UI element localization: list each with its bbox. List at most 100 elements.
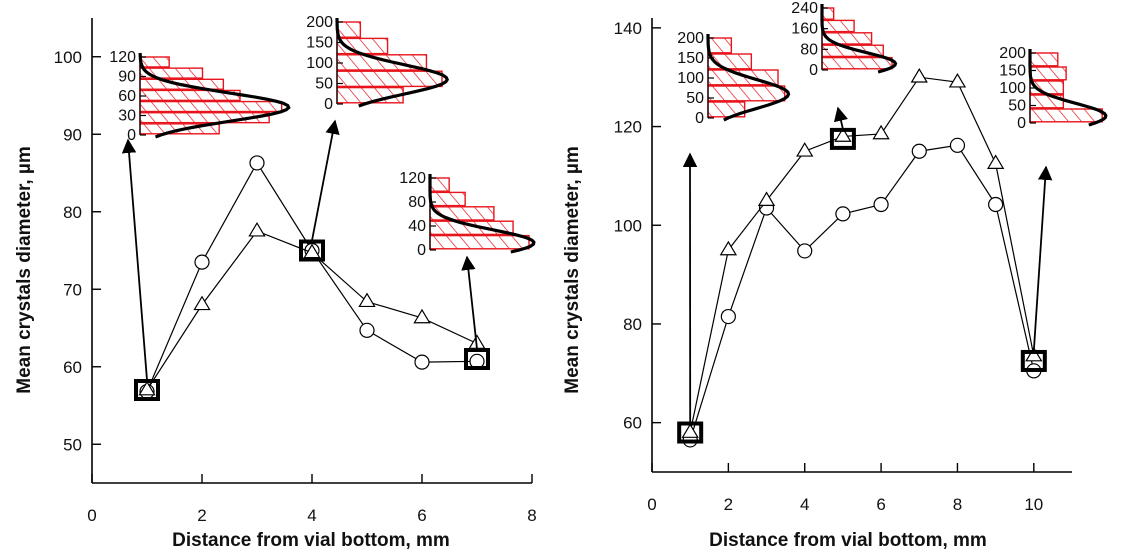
left-inset-tick-label: 150 bbox=[306, 35, 333, 52]
left-inset-fit-curve bbox=[138, 52, 291, 139]
right-inset-tick-label: 0 bbox=[1017, 115, 1026, 132]
left-inset-bar bbox=[139, 100, 283, 113]
left-inset-fit-curve bbox=[335, 18, 450, 108]
right-triangle-point bbox=[986, 154, 1005, 169]
right-grid-labels: 60 80 100 120 140 0 2 4 6 8 10 bbox=[614, 19, 1044, 514]
left-inset-arrow bbox=[311, 119, 340, 241]
right-inset-tick-label: 150 bbox=[677, 50, 704, 67]
right-circle-point bbox=[797, 243, 813, 259]
right-x-tick-label: 6 bbox=[876, 495, 885, 514]
left-highlight-square bbox=[134, 379, 160, 401]
left-inset-tick-label: 0 bbox=[127, 127, 136, 144]
right-inset-tick-label: 160 bbox=[791, 21, 818, 38]
right-inset-tick-label: 0 bbox=[695, 110, 704, 127]
left-inset-tick-label: 0 bbox=[417, 242, 426, 259]
right-inset-tick-label: 50 bbox=[686, 90, 704, 107]
right-y-tick-label: 140 bbox=[614, 19, 642, 38]
left-inset-tick-label: 60 bbox=[118, 88, 136, 105]
right-inset-tick-label: 150 bbox=[999, 63, 1026, 80]
right-circle-point bbox=[911, 143, 927, 159]
left-inset-tick-label: 200 bbox=[306, 14, 333, 31]
right-x-tick-label: 2 bbox=[724, 495, 733, 514]
right-inset-tick-label: 80 bbox=[800, 41, 818, 58]
left-x-tick-label: 4 bbox=[307, 506, 316, 525]
right-inset-tick-label: 100 bbox=[677, 70, 704, 87]
left-inset-tick-label: 0 bbox=[324, 96, 333, 113]
left-x-tick-label: 8 bbox=[527, 506, 536, 525]
right-triangle-point bbox=[681, 423, 699, 438]
right-inset-bar bbox=[1029, 108, 1103, 123]
right-y-tick-label: 80 bbox=[623, 315, 642, 334]
right-inset-histogram: 0 50 100 150 200 bbox=[677, 30, 791, 127]
right-inset-bar bbox=[1029, 66, 1067, 81]
left-inset-tick-label: 100 bbox=[306, 55, 333, 72]
right-triangle-point bbox=[796, 142, 814, 157]
left-inset-arrow bbox=[121, 138, 148, 381]
right-inset-fit-curve bbox=[706, 34, 791, 122]
right-triangle-point bbox=[834, 127, 852, 142]
left-axes bbox=[91, 18, 533, 484]
left-circle-point bbox=[249, 155, 265, 171]
left-y-tick-label: 60 bbox=[63, 358, 82, 377]
right-circle-point bbox=[720, 308, 736, 325]
left-y-tick-label: 80 bbox=[63, 203, 82, 222]
left-inset-bar bbox=[139, 56, 170, 68]
right-x-tick-label: 8 bbox=[953, 495, 962, 514]
left-inset-bar bbox=[429, 191, 466, 207]
right-circle-point bbox=[988, 196, 1004, 213]
right-inset-fit-curve bbox=[820, 4, 898, 74]
right-inset-arrow bbox=[1032, 165, 1053, 352]
right-x-axis-title: Distance from vial bottom, mm bbox=[709, 530, 987, 551]
right-series-line-triangle bbox=[689, 76, 1035, 433]
left-insets-layer: 0 30 60 90 120 0 50 100 150 200 0 40 80 120 bbox=[109, 14, 536, 381]
left-triangle-point bbox=[248, 221, 266, 237]
left-inset-bar bbox=[336, 21, 362, 38]
left-x-axis-title: Distance from vial bottom, mm bbox=[172, 530, 450, 551]
right-inset-fit-curve bbox=[1028, 49, 1108, 127]
left-triangle-point bbox=[358, 292, 376, 308]
right-inset-bar bbox=[707, 37, 733, 54]
right-y-tick-label: 120 bbox=[614, 118, 642, 137]
left-inset-tick-label: 80 bbox=[408, 194, 426, 211]
left-y-tick-label: 70 bbox=[63, 280, 82, 299]
left-inset-arrow bbox=[461, 255, 478, 350]
left-inset-histogram: 0 50 100 150 200 bbox=[306, 14, 450, 113]
left-inset-tick-label: 120 bbox=[399, 170, 426, 187]
right-axes bbox=[651, 18, 1072, 473]
right-inset-tick-label: 0 bbox=[809, 62, 818, 79]
left-highlight-square bbox=[464, 348, 490, 370]
right-triangle-point bbox=[948, 72, 967, 88]
left-highlight-square bbox=[299, 239, 325, 262]
right-highlight-square bbox=[677, 421, 704, 444]
left-inset-tick-label: 120 bbox=[109, 49, 136, 66]
left-inset-tick-label: 50 bbox=[315, 76, 333, 93]
left-inset-tick-label: 40 bbox=[408, 218, 426, 235]
left-circle-point bbox=[414, 354, 430, 370]
right-y-axis-title: Mean crystals diameter, µm bbox=[562, 146, 583, 394]
left-y-tick-label: 100 bbox=[54, 48, 82, 67]
left-x-tick-label: 0 bbox=[87, 506, 96, 525]
right-inset-bar bbox=[821, 7, 835, 20]
right-y-tick-label: 60 bbox=[623, 414, 642, 433]
left-inset-histogram: 0 30 60 90 120 bbox=[109, 49, 291, 144]
right-inset-bar bbox=[821, 19, 855, 33]
right-inset-bar bbox=[821, 56, 893, 70]
right-inset-tick-label: 100 bbox=[999, 80, 1026, 97]
left-x-tick-label: 2 bbox=[197, 506, 206, 525]
right-x-tick-label: 0 bbox=[647, 495, 656, 514]
right-inset-tick-label: 240 bbox=[791, 0, 818, 17]
left-chart-panel: 50 60 70 80 90 100 0 2 4 6 8 0 30 60 90 120 0 50 100 150 20… bbox=[14, 14, 537, 551]
left-inset-tick-label: 30 bbox=[118, 108, 136, 125]
right-circle-point bbox=[873, 196, 889, 213]
right-series-line-circle bbox=[689, 144, 1035, 441]
right-circle-point bbox=[949, 137, 966, 153]
left-inset-bar bbox=[429, 177, 450, 192]
right-inset-arrow bbox=[833, 106, 848, 130]
right-x-tick-label: 10 bbox=[1024, 495, 1043, 514]
left-inset-tick-label: 90 bbox=[118, 69, 136, 86]
right-y-tick-label: 100 bbox=[614, 216, 642, 235]
right-triangle-point bbox=[719, 240, 738, 256]
